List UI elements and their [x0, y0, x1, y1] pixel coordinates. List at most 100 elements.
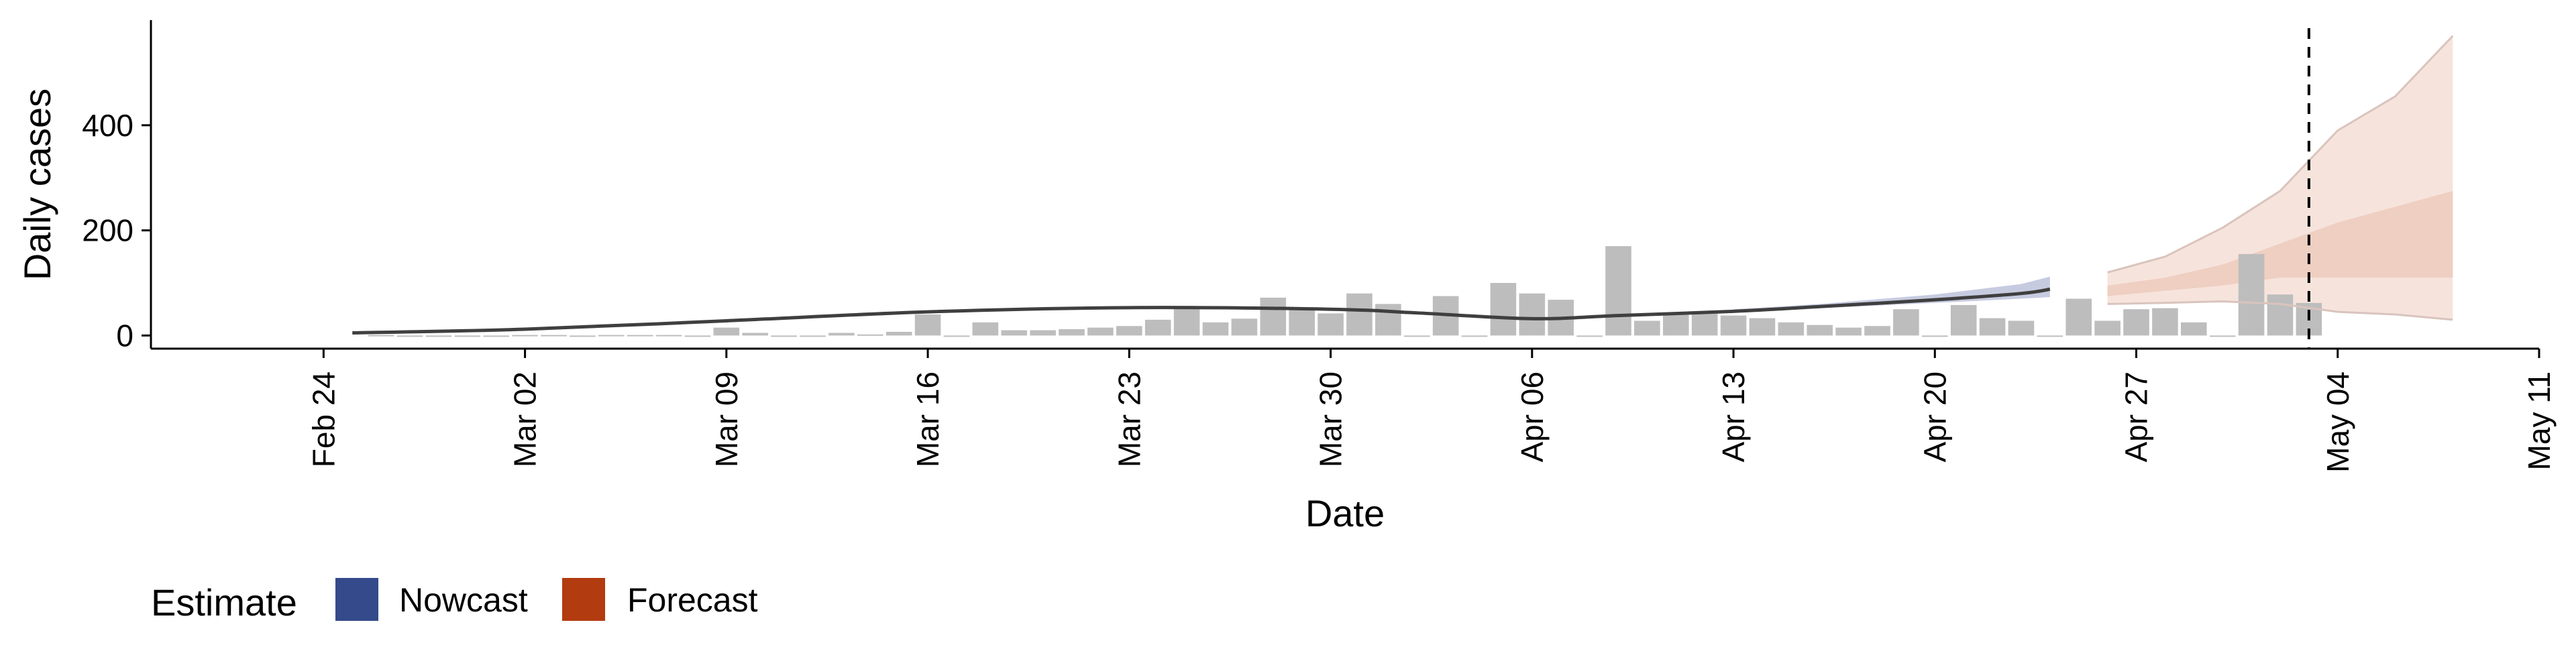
- bar-2020-04-27: [2123, 309, 2149, 336]
- axes-layer: [150, 20, 2539, 350]
- x-tick-label: Mar 23: [1112, 371, 1146, 467]
- bar-2020-04-06: [1519, 293, 1546, 336]
- band-3: [2107, 190, 2453, 296]
- bar-2020-03-28: [1260, 297, 1287, 336]
- bar-2020-03-31: [1346, 293, 1373, 336]
- bar-2020-04-12: [1691, 313, 1718, 336]
- bar-2020-04-11: [1662, 313, 1689, 336]
- bar-2020-03-05: [598, 335, 625, 337]
- bar-2020-03-26: [1202, 322, 1229, 336]
- legend-label-forecast: Forecast: [627, 581, 758, 619]
- bar-2020-03-01: [483, 335, 509, 337]
- bar-2020-04-26: [2094, 320, 2121, 336]
- bar-2020-03-27: [1231, 318, 1258, 336]
- bar-2020-05-02: [2267, 294, 2294, 336]
- legend-title: Estimate: [151, 581, 297, 624]
- bar-2020-04-24: [2037, 335, 2063, 337]
- x-tick-label: Mar 09: [709, 371, 744, 467]
- x-tick-label: Apr 06: [1515, 371, 1550, 463]
- x-tick-label: May 11: [2522, 371, 2557, 470]
- bands-layer: [1733, 36, 2453, 320]
- x-tick-label: Mar 02: [508, 371, 543, 467]
- bar-2020-03-21: [1059, 329, 1085, 336]
- bar-2020-03-08: [684, 335, 711, 337]
- bar-2020-04-08: [1576, 335, 1603, 337]
- bars-layer: [368, 246, 2322, 337]
- bar-2020-02-28: [425, 335, 452, 337]
- bar-2020-03-09: [713, 327, 740, 336]
- y-tick-label: 400: [82, 108, 133, 143]
- x-tick-label: Mar 16: [910, 371, 945, 467]
- bar-2020-03-17: [943, 335, 970, 337]
- bar-2020-04-02: [1403, 335, 1430, 337]
- bar-2020-03-14: [857, 334, 883, 336]
- y-axis-title: Daily cases: [16, 89, 58, 280]
- x-tick-label: Apr 27: [2119, 371, 2154, 463]
- legend-label-nowcast: Nowcast: [399, 581, 528, 619]
- bar-2020-02-26: [368, 335, 394, 337]
- x-tick-label: Apr 20: [1917, 371, 1952, 463]
- x-tick-label: Feb 24: [306, 371, 341, 467]
- bar-2020-02-27: [396, 335, 423, 337]
- bar-2020-04-04: [1461, 335, 1488, 337]
- bar-2020-03-29: [1289, 309, 1315, 336]
- bar-2020-03-30: [1318, 313, 1344, 336]
- bar-2020-03-20: [1030, 330, 1056, 336]
- bar-2020-04-29: [2181, 322, 2207, 336]
- bar-2020-04-14: [1749, 318, 1776, 336]
- bar-2020-03-15: [885, 331, 912, 336]
- bar-2020-03-19: [1001, 330, 1028, 336]
- legend: Estimate Nowcast Forecast: [151, 578, 758, 624]
- bar-2020-05-01: [2238, 253, 2265, 336]
- bar-2020-02-29: [454, 335, 481, 337]
- x-tick-label: May 04: [2320, 371, 2355, 473]
- bar-2020-04-10: [1634, 320, 1660, 336]
- x-tick-label: Apr 13: [1716, 371, 1751, 463]
- bar-2020-04-18: [1864, 326, 1890, 336]
- bar-2020-03-12: [800, 335, 826, 337]
- legend-swatch-nowcast: [335, 578, 378, 621]
- bar-2020-04-05: [1490, 283, 1517, 336]
- bar-2020-04-21: [1950, 304, 1977, 336]
- bar-2020-04-19: [1893, 309, 1919, 336]
- bar-2020-03-03: [541, 335, 567, 337]
- bar-2020-03-02: [512, 335, 538, 337]
- bar-2020-04-25: [2065, 298, 2092, 336]
- bar-2020-04-17: [1835, 327, 1862, 336]
- y-tick-label: 200: [82, 213, 133, 248]
- bar-2020-04-28: [2152, 308, 2178, 336]
- bar-2020-04-13: [1720, 315, 1747, 336]
- bar-2020-03-24: [1144, 319, 1171, 336]
- forecast-upper-line: [2107, 35, 2454, 274]
- x-axis-title: Date: [1305, 492, 1385, 534]
- forecast-lower-line: [2107, 300, 2453, 321]
- bar-2020-04-01: [1375, 304, 1401, 336]
- bar-2020-03-06: [627, 335, 653, 337]
- bar-2020-03-13: [828, 333, 855, 336]
- bar-2020-03-25: [1173, 308, 1200, 336]
- bar-2020-03-10: [742, 333, 769, 336]
- bar-2020-03-04: [570, 335, 596, 337]
- legend-swatch-forecast: [562, 578, 605, 621]
- bar-2020-03-07: [655, 335, 682, 337]
- bar-2020-04-16: [1807, 325, 1833, 336]
- lines-layer: [352, 35, 2454, 335]
- bar-2020-04-15: [1778, 322, 1805, 336]
- bar-2020-03-23: [1116, 326, 1142, 336]
- estimate-line-0: [352, 287, 2051, 335]
- bar-2020-04-22: [1979, 318, 2006, 336]
- bar-2020-04-09: [1605, 246, 1631, 336]
- x-ticks: Feb 24 Mar 02 Mar 09 Mar 16 Mar 23 Mar 30 Apr …: [306, 349, 2557, 473]
- bar-2020-03-22: [1087, 327, 1114, 336]
- bar-2020-04-30: [2209, 335, 2236, 337]
- bar-2020-03-11: [771, 335, 797, 337]
- y-tick-label: 0: [116, 318, 133, 353]
- bar-2020-04-20: [1921, 335, 1948, 337]
- bar-2020-03-16: [914, 314, 941, 336]
- bar-2020-04-23: [2008, 320, 2035, 336]
- bar-2020-03-18: [972, 322, 999, 336]
- x-tick-label: Mar 30: [1313, 371, 1348, 467]
- y-ticks: 0 200 400: [82, 108, 151, 353]
